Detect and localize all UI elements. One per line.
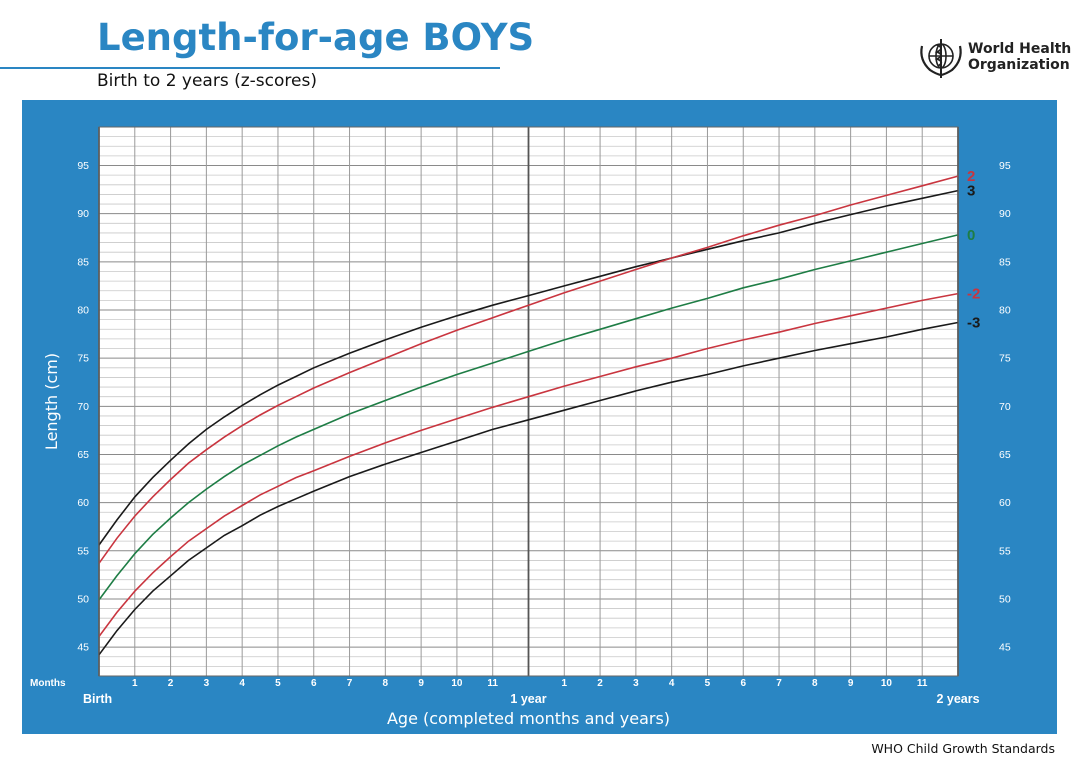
x-tick-label: 10	[881, 678, 893, 689]
y-tick-label-left: 90	[77, 208, 89, 220]
series-label-z3: 3	[967, 183, 975, 200]
y-tick-label-left: 95	[77, 160, 89, 172]
x-axis-title: Age (completed months and years)	[387, 709, 670, 728]
series-line-z-3	[98, 321, 959, 656]
x-major-label: Birth	[83, 692, 112, 706]
y-tick-label-left: 85	[77, 256, 89, 268]
y-tick-label-right: 55	[999, 545, 1011, 557]
series-label-z2: 2	[967, 168, 975, 185]
y-tick-label-right: 50	[999, 593, 1011, 605]
y-tick-label-right: 65	[999, 449, 1011, 461]
x-tick-label: 11	[917, 678, 928, 689]
y-tick-label-right: 60	[999, 497, 1011, 509]
x-tick-label: 9	[848, 678, 854, 689]
y-tick-label-left: 80	[77, 305, 89, 317]
org-name-line-2: Organization	[968, 57, 1070, 73]
series-line-z-2	[98, 292, 959, 637]
x-tick-label: 5	[705, 678, 711, 689]
x-months-label: Months	[30, 678, 66, 689]
series-label-z-3: -3	[967, 315, 980, 332]
who-emblem-icon	[920, 39, 962, 78]
x-tick-label: 7	[347, 678, 353, 689]
y-tick-label-right: 45	[999, 642, 1011, 654]
x-tick-label: 2	[168, 678, 174, 689]
x-tick-label: 1	[562, 678, 568, 689]
x-tick-label: 11	[487, 678, 498, 689]
y-tick-label-left: 60	[77, 497, 89, 509]
y-tick-label-left: 70	[77, 401, 89, 413]
x-tick-label: 9	[418, 678, 424, 689]
x-tick-label: 6	[311, 678, 317, 689]
x-tick-label: 2	[597, 678, 603, 689]
x-tick-label: 8	[812, 678, 818, 689]
y-tick-label-right: 70	[999, 401, 1011, 413]
x-tick-label: 3	[204, 678, 210, 689]
y-tick-label-left: 45	[77, 642, 89, 654]
x-tick-label: 4	[239, 678, 245, 689]
y-tick-label-left: 75	[77, 353, 89, 365]
y-tick-label-right: 80	[999, 305, 1011, 317]
y-tick-label-right: 90	[999, 208, 1011, 220]
org-name: World Health Organization	[968, 41, 1071, 73]
x-tick-label: 6	[740, 678, 746, 689]
y-tick-label-right: 95	[999, 160, 1011, 172]
y-tick-label-left: 50	[77, 593, 89, 605]
x-tick-label: 10	[451, 678, 463, 689]
title-underline	[0, 67, 500, 69]
org-name-line-1: World Health	[968, 41, 1072, 57]
x-major-label: 1 year	[510, 692, 546, 706]
series-label-z-2: -2	[967, 286, 980, 303]
y-tick-label-left: 65	[77, 449, 89, 461]
y-tick-label-right: 85	[999, 256, 1011, 268]
x-tick-label: 3	[633, 678, 639, 689]
x-major-label: 2 years	[936, 692, 979, 706]
y-tick-label-right: 75	[999, 353, 1011, 365]
y-axis-title: Length (cm)	[42, 353, 61, 450]
page-subtitle: Birth to 2 years (z-scores)	[97, 71, 317, 91]
x-tick-label: 8	[383, 678, 389, 689]
page-title: Length-for-age BOYS	[97, 16, 535, 59]
y-tick-label-left: 55	[77, 545, 89, 557]
x-tick-label: 1	[132, 678, 138, 689]
x-tick-label: 7	[776, 678, 782, 689]
series-label-z0: 0	[967, 227, 975, 244]
series-line-z2	[98, 175, 959, 564]
plot-border	[98, 126, 959, 677]
footer-credit: WHO Child Growth Standards	[871, 741, 1055, 756]
series-line-z3	[98, 189, 959, 546]
series-line-z0	[98, 234, 959, 601]
x-tick-label: 4	[669, 678, 675, 689]
x-tick-label: 5	[275, 678, 281, 689]
